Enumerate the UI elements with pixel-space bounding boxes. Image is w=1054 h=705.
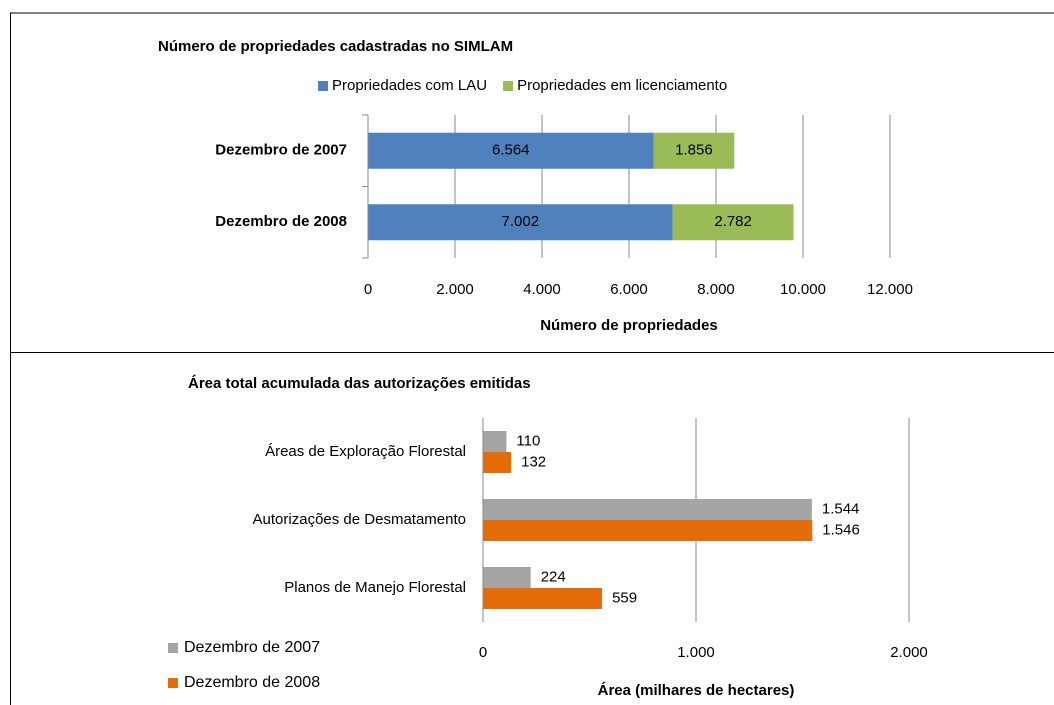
bar-segment [368, 132, 654, 169]
x-axis-title: Área (milhares de hectares) [598, 682, 795, 699]
bar-segment [653, 132, 735, 169]
legend-label: Propriedades com LAU [332, 77, 487, 94]
category-label: Áreas de Exploração Florestal [265, 443, 466, 460]
x-tick-label: 8.000 [697, 281, 735, 298]
value-label: 1.856 [675, 142, 713, 159]
value-label: 1.546 [822, 521, 860, 538]
bar [483, 452, 512, 473]
x-axis-title: Número de propriedades [540, 317, 718, 334]
x-tick-label: 10.000 [780, 281, 826, 298]
legend-swatch [168, 643, 178, 653]
legend-swatch [503, 81, 514, 91]
value-label: 559 [612, 589, 637, 606]
bar [483, 588, 603, 609]
legend-swatch [318, 81, 328, 91]
bar [483, 499, 812, 520]
category-label: Dezembro de 2008 [215, 213, 347, 230]
value-label: 1.544 [822, 500, 860, 517]
bar-segment [368, 204, 673, 241]
x-tick-label: 2.000 [890, 644, 928, 661]
chart-title: Número de propriedades cadastradas no SI… [158, 38, 513, 55]
category-label: Dezembro de 2007 [215, 142, 347, 159]
chart-title: Área total acumulada das autorizações em… [188, 375, 531, 392]
value-label: 110 [516, 432, 540, 449]
x-tick-label: 1.000 [677, 644, 715, 661]
x-tick-label: 12.000 [867, 281, 913, 298]
category-label: Autorizações de Desmatamento [253, 511, 466, 528]
value-label: 6.564 [492, 142, 530, 159]
x-tick-label: 4.000 [523, 281, 561, 298]
legend-swatch [168, 678, 178, 688]
x-tick-label: 6.000 [610, 281, 648, 298]
bar [483, 567, 531, 588]
x-tick-label: 2.000 [436, 281, 474, 298]
legend-label: Dezembro de 2008 [184, 674, 320, 691]
legend-label: Propriedades em licenciamento [517, 77, 727, 94]
bar [483, 520, 813, 541]
value-label: 224 [541, 568, 566, 585]
legend-label: Dezembro de 2007 [184, 639, 320, 656]
x-tick-label: 0 [364, 281, 372, 298]
value-label: 132 [521, 453, 546, 470]
bar-segment [672, 204, 794, 241]
x-tick-label: 0 [479, 644, 487, 661]
value-label: 2.782 [714, 213, 752, 230]
category-label: Planos de Manejo Florestal [284, 579, 466, 596]
value-label: 7.002 [502, 213, 540, 230]
bar [483, 431, 507, 452]
